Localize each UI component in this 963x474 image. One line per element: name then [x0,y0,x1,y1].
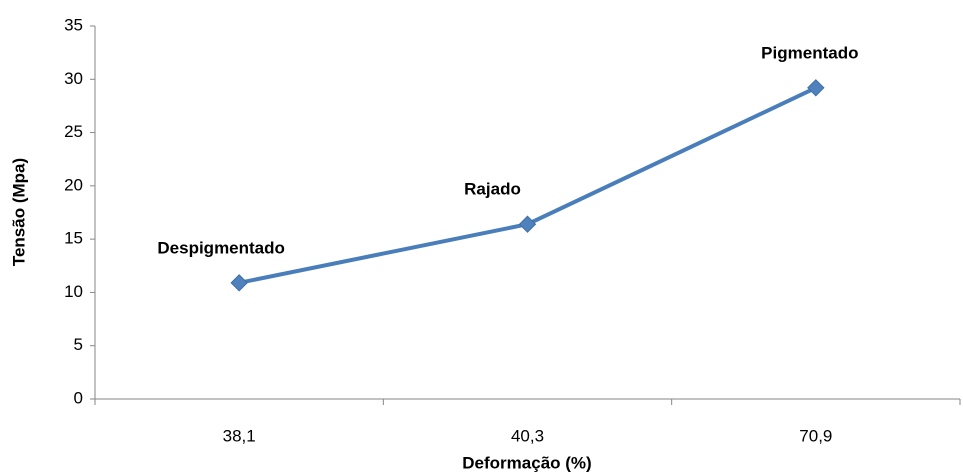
line [238,86,817,285]
marker [230,274,248,292]
y-tick-label: 10 [64,282,83,301]
x-tick-label: 38,1 [223,426,256,445]
point-label: Pigmentado [761,43,858,62]
point-label: Despigmentado [157,238,285,257]
marker [807,79,825,97]
x-axis-title: Deformação (%) [462,453,591,472]
x-tick-label: 40,3 [511,426,544,445]
y-tick-label: 20 [64,175,83,194]
y-tick-label: 15 [64,229,83,248]
x-tick-label: 70,9 [799,426,832,445]
y-tick-label: 25 [64,122,83,141]
y-tick-label: 5 [74,335,83,354]
y-tick-label: 0 [74,388,83,407]
y-axis-title: Tensão (Mpa) [9,158,28,266]
point-label: Rajado [464,180,521,199]
y-tick-label: 35 [64,15,83,34]
y-tick-label: 30 [64,69,83,88]
marker [518,215,537,233]
